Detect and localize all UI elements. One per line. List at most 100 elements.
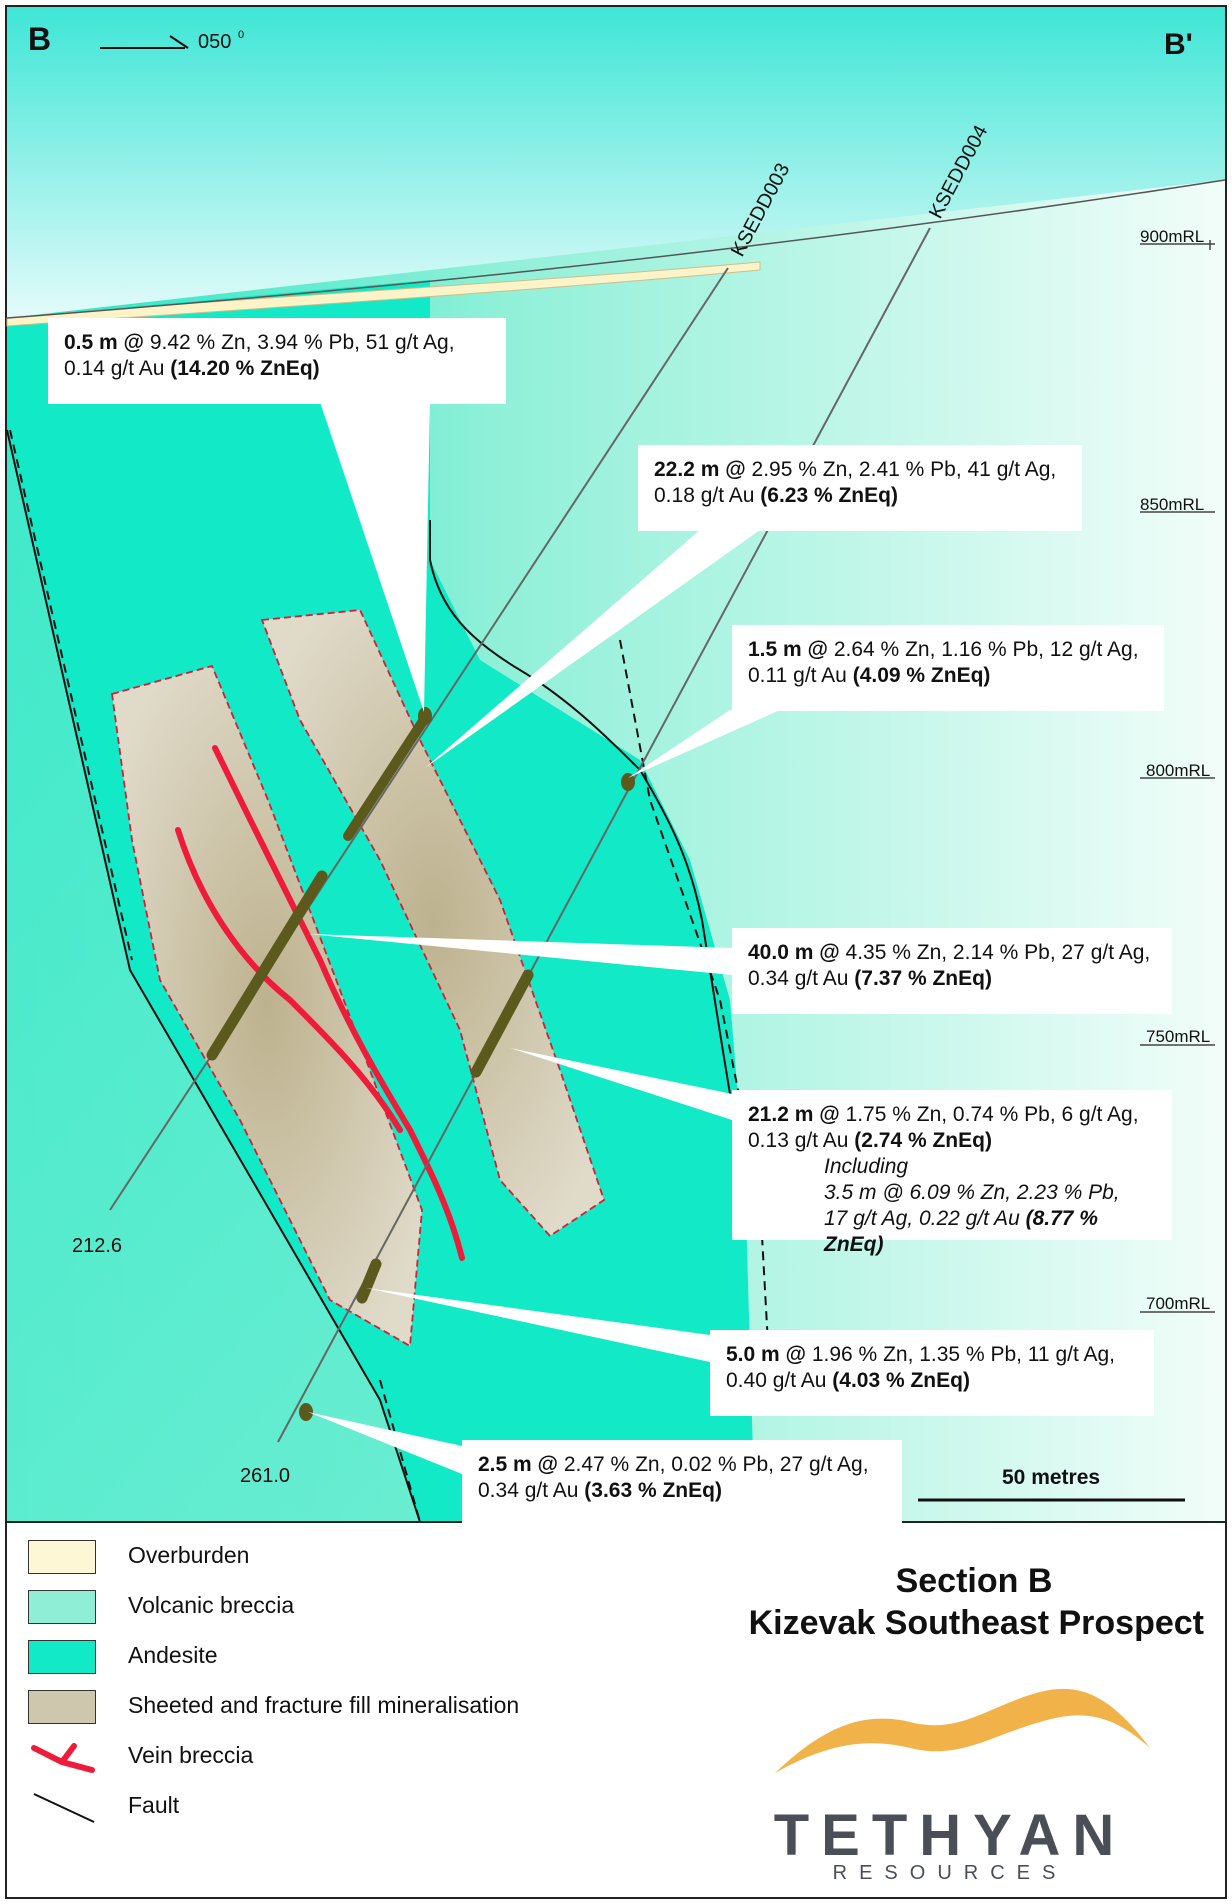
elevation-700: 700mRL bbox=[1146, 1294, 1210, 1313]
elevation-850: 850mRL bbox=[1140, 495, 1204, 514]
callout-5: 5.0 m @ 1.96 % Zn, 1.35 % Pb, 11 g/t Ag,… bbox=[710, 1330, 1154, 1416]
callout-2-rest1: 2.64 % Zn, 1.16 % Pb, 12 g/t Ag, bbox=[828, 638, 1139, 661]
callout-4-inc2: 3.5 m @ 6.09 % Zn, 2.23 % Pb, bbox=[824, 1181, 1120, 1204]
section-right-end: B' bbox=[1164, 28, 1193, 61]
scale-bar-label: 50 metres bbox=[1002, 1466, 1100, 1489]
callout-3-rest1: 4.35 % Zn, 2.14 % Pb, 27 g/t Ag, bbox=[839, 941, 1151, 964]
section-left-end: B bbox=[28, 21, 51, 57]
legend-item-mineralisation: Sheeted and fracture fill mineralisation bbox=[28, 1690, 588, 1740]
diagram-title: Section B Kizevak Southeast Prospect bbox=[604, 1560, 1204, 1644]
andesite-swatch bbox=[28, 1640, 96, 1674]
legend-item-andesite: Andesite bbox=[28, 1640, 588, 1690]
volcanic-breccia-left bbox=[7, 430, 420, 1522]
callout-pointer-3 bbox=[308, 934, 732, 975]
callout-4-rest2: 0.13 g/t Au bbox=[748, 1129, 855, 1152]
callout-3-rest2: 0.34 g/t Au bbox=[748, 967, 855, 990]
vein-breccia-icon bbox=[31, 1743, 95, 1773]
mineralisation-outline-west bbox=[111, 664, 423, 1348]
legend-item-volcanic-breccia: Volcanic breccia bbox=[28, 1590, 588, 1640]
callout-pointer-0 bbox=[320, 402, 430, 712]
drillhole-ksedd004 bbox=[277, 227, 931, 1443]
azimuth-degree: 0 bbox=[238, 29, 244, 41]
callout-6-rest1: 2.47 % Zn, 0.02 % Pb, 27 g/t Ag, bbox=[558, 1453, 869, 1476]
callout-4-inc1: Including bbox=[824, 1155, 909, 1178]
vein-breccia-1 bbox=[212, 745, 465, 1261]
callout-2-rest2: 0.11 g/t Au bbox=[748, 664, 853, 687]
mineralisation-outline-east bbox=[260, 609, 606, 1238]
callout-6-zneq: (3.63 % ZnEq) bbox=[584, 1479, 722, 1502]
callout-1: 22.2 m @ 2.95 % Zn, 2.41 % Pb, 41 g/t Ag… bbox=[638, 445, 1082, 531]
callout-0-rest2: 0.14 g/t Au bbox=[64, 357, 171, 380]
legend-label-andesite: Andesite bbox=[128, 1642, 218, 1668]
callout-0-zneq: (14.20 % ZnEq) bbox=[170, 357, 320, 380]
callout-0-lead: 0.5 m @ bbox=[64, 331, 145, 354]
mineralisation-zone-west bbox=[112, 666, 422, 1346]
legend-item-overburden: Overburden bbox=[28, 1540, 588, 1590]
callout-pointer-6 bbox=[308, 1412, 462, 1474]
drillhole-depth-ksedd003: 212.6 bbox=[72, 1235, 122, 1257]
logo-subtitle: RESOURCES bbox=[832, 1862, 1068, 1884]
callout-5-rest1: 1.96 % Zn, 1.35 % Pb, 11 g/t Ag, bbox=[806, 1343, 1115, 1366]
legend-item-vein-breccia: Vein breccia bbox=[28, 1740, 588, 1790]
fault-west-dashed bbox=[9, 429, 133, 961]
callout-6: 2.5 m @ 2.47 % Zn, 0.02 % Pb, 27 g/t Ag,… bbox=[462, 1440, 902, 1526]
azimuth-value: 050 bbox=[198, 31, 231, 53]
title-line-1: Section B bbox=[895, 1562, 1053, 1600]
callout-1-lead: 22.2 m @ bbox=[654, 458, 746, 481]
callout-5-rest2: 0.40 g/t Au bbox=[726, 1369, 833, 1392]
legend-label-fault: Fault bbox=[128, 1792, 180, 1818]
company-logo: TETHYAN RESOURCES bbox=[735, 1690, 1165, 1884]
callout-4-inc-zneq: (8.77 % ZnEq) bbox=[824, 1207, 1098, 1256]
legend-label-vein-breccia: Vein breccia bbox=[128, 1742, 254, 1768]
legend-label-volcanic-breccia: Volcanic breccia bbox=[128, 1592, 295, 1618]
callout-1-zneq: (6.23 % ZnEq) bbox=[760, 484, 898, 507]
logo-swoosh-icon bbox=[775, 1688, 1150, 1773]
fault-west bbox=[6, 429, 421, 1523]
callout-2: 1.5 m @ 2.64 % Zn, 1.16 % Pb, 12 g/t Ag,… bbox=[732, 625, 1164, 711]
callout-pointer-5 bbox=[366, 1288, 710, 1362]
intercept-40m bbox=[206, 870, 328, 1061]
callout-0-rest1: 9.42 % Zn, 3.94 % Pb, 51 g/t Ag, bbox=[144, 331, 455, 354]
elevation-800: 800mRL bbox=[1146, 761, 1210, 780]
vein-breccia-2 bbox=[175, 827, 403, 1133]
fault-east-dashed bbox=[619, 639, 771, 1381]
callout-3: 40.0 m @ 4.35 % Zn, 2.14 % Pb, 27 g/t Ag… bbox=[732, 928, 1172, 1014]
callout-6-rest2: 0.34 g/t Au bbox=[478, 1479, 585, 1502]
callout-4-lead: 21.2 m @ bbox=[748, 1103, 840, 1126]
callout-3-lead: 40.0 m @ bbox=[748, 941, 840, 964]
mineralisation-zone-east bbox=[262, 610, 604, 1236]
elevation-ticks bbox=[1140, 240, 1215, 1313]
callout-4-zneq: (2.74 % ZnEq) bbox=[854, 1129, 992, 1152]
legend-label-overburden: Overburden bbox=[128, 1542, 250, 1568]
overburden-swatch bbox=[28, 1540, 96, 1574]
drillhole-depth-ksedd004: 261.0 bbox=[240, 1465, 290, 1487]
fault-line-icon bbox=[33, 1793, 95, 1823]
callout-1-rest2: 0.18 g/t Au bbox=[654, 484, 761, 507]
callout-pointer-2 bbox=[628, 710, 780, 778]
intercept-21m bbox=[470, 969, 534, 1078]
callout-pointer-4 bbox=[510, 1048, 732, 1120]
fault-south-dashed bbox=[379, 1379, 421, 1523]
elevation-750: 750mRL bbox=[1146, 1027, 1210, 1046]
overburden-unit bbox=[6, 261, 761, 327]
legend-label-mineralisation: Sheeted and fracture fill mineralisation bbox=[128, 1692, 520, 1718]
callout-4-rest1: 1.75 % Zn, 0.74 % Pb, 6 g/t Ag, bbox=[839, 1103, 1139, 1126]
callout-0: 0.5 m @ 9.42 % Zn, 3.94 % Pb, 51 g/t Ag,… bbox=[48, 318, 506, 404]
intercept-5m bbox=[356, 1258, 382, 1304]
elevation-900: 900mRL bbox=[1140, 227, 1204, 246]
intercept-0.5m bbox=[418, 707, 432, 725]
callout-2-lead: 1.5 m @ bbox=[748, 638, 829, 661]
callout-2-zneq: (4.09 % ZnEq) bbox=[852, 664, 991, 687]
intercept-2.5m bbox=[299, 1403, 313, 1421]
callout-1-rest1: 2.95 % Zn, 2.41 % Pb, 41 g/t Ag, bbox=[745, 458, 1057, 481]
callout-pointer-1 bbox=[425, 530, 760, 768]
title-line-2: Kizevak Southeast Prospect bbox=[748, 1604, 1204, 1642]
callout-4: 21.2 m @ 1.75 % Zn, 0.74 % Pb, 6 g/t Ag,… bbox=[732, 1090, 1172, 1256]
logo-name: TETHYAN bbox=[773, 1803, 1127, 1868]
intercept-1.5m bbox=[621, 773, 635, 791]
legend-item-fault: Fault bbox=[28, 1790, 588, 1840]
volcanic-breccia-swatch bbox=[28, 1590, 96, 1624]
callout-3-zneq: (7.37 % ZnEq) bbox=[854, 967, 992, 990]
topographic-surface bbox=[6, 179, 1226, 319]
intercept-22m bbox=[343, 713, 430, 841]
